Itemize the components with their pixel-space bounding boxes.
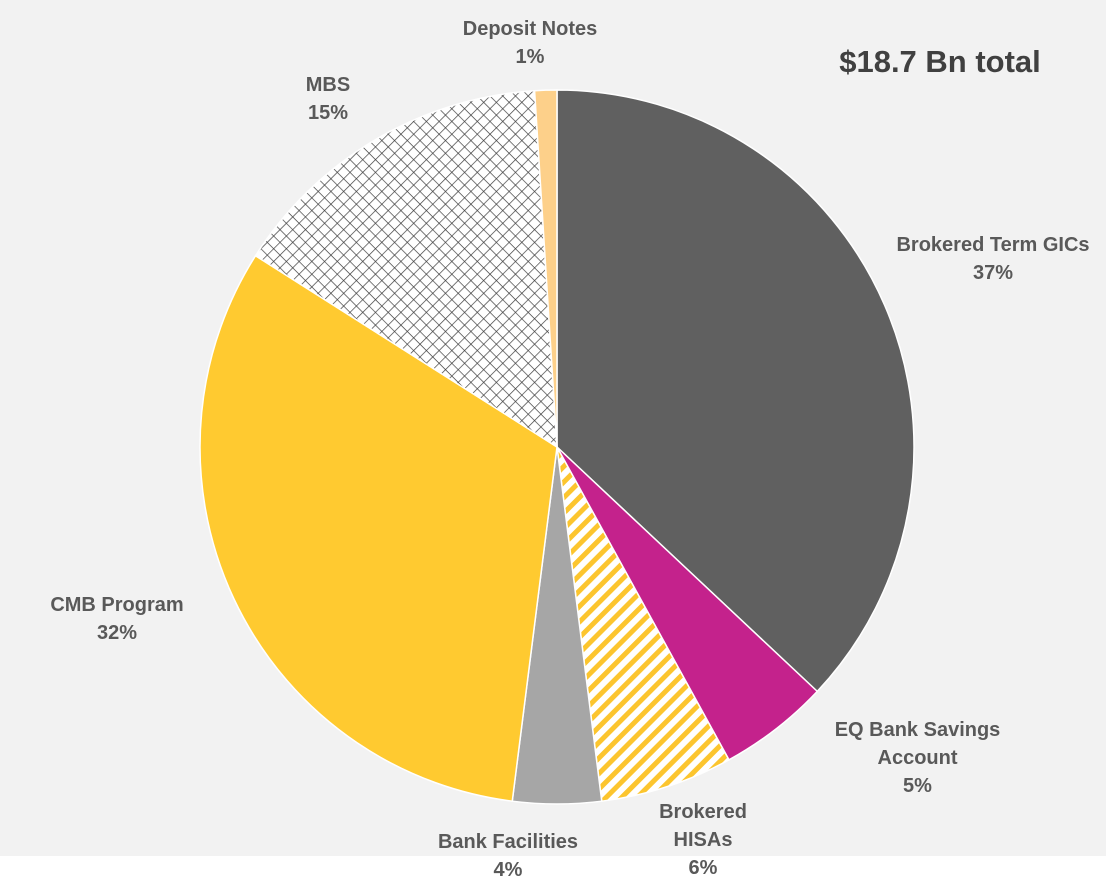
slice-label: Deposit Notes 1%: [410, 15, 650, 71]
value-label: 6%: [688, 857, 718, 879]
value-label: 5%: [903, 775, 932, 797]
slice-label: Bank Facilities 4%: [393, 828, 623, 879]
slice-label: CMB Program 32%: [7, 591, 227, 647]
category-name: Deposit Notes: [462, 18, 598, 40]
pie-slice: [556, 89, 915, 693]
value-label: 4%: [493, 859, 523, 879]
category-name: Brokered HISAs: [659, 801, 747, 851]
slice-label: Brokered Term GICs 37%: [893, 231, 1093, 287]
category-name: MBS: [305, 74, 351, 96]
pie-slice: [254, 89, 558, 449]
slice-label: Brokered HISAs 6%: [633, 798, 773, 879]
total-annotation: $18.7 Bn total: [839, 44, 1041, 79]
pie-slice: [533, 89, 558, 448]
category-name: EQ Bank Savings Account: [834, 719, 1001, 769]
slice-label: MBS 15%: [258, 71, 398, 127]
category-name: CMB Program: [50, 594, 184, 616]
value-label: 15%: [307, 102, 349, 124]
value-label: 32%: [96, 622, 138, 644]
value-label: 1%: [515, 46, 545, 68]
pie-slice: [199, 254, 558, 803]
category-name: Bank Facilities: [437, 831, 579, 853]
pie-slice: [556, 446, 731, 803]
slice-label: EQ Bank Savings Account 5%: [795, 716, 1040, 800]
category-name: Brokered Term GICs: [896, 234, 1090, 256]
value-label: 37%: [972, 262, 1014, 284]
